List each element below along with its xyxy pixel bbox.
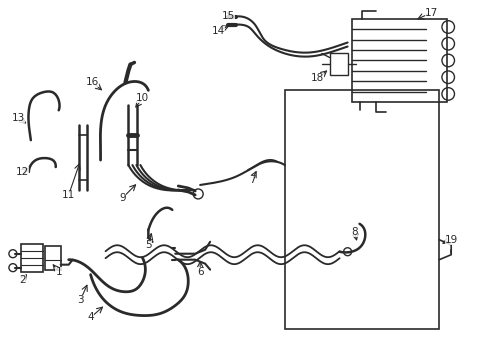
Bar bbox=[351, 19, 447, 102]
Text: 7: 7 bbox=[248, 175, 255, 185]
Text: 8: 8 bbox=[350, 227, 357, 237]
Text: 13: 13 bbox=[12, 113, 25, 123]
Text: 1: 1 bbox=[55, 267, 62, 276]
Text: 3: 3 bbox=[77, 294, 84, 305]
Text: 6: 6 bbox=[197, 267, 203, 276]
Text: 17: 17 bbox=[424, 8, 437, 18]
Text: 18: 18 bbox=[310, 73, 324, 84]
Bar bbox=[329, 54, 347, 75]
Text: 5: 5 bbox=[145, 240, 151, 250]
Text: 15: 15 bbox=[221, 11, 234, 21]
Text: 9: 9 bbox=[119, 193, 125, 203]
Text: 2: 2 bbox=[20, 275, 26, 285]
Bar bbox=[45, 246, 61, 270]
Text: 12: 12 bbox=[16, 167, 29, 177]
Text: 4: 4 bbox=[87, 312, 94, 323]
Text: 16: 16 bbox=[86, 77, 99, 87]
Bar bbox=[285, 90, 438, 329]
Text: 14: 14 bbox=[211, 26, 224, 36]
Text: 11: 11 bbox=[62, 190, 75, 200]
Text: 19: 19 bbox=[444, 235, 457, 245]
Text: 10: 10 bbox=[136, 93, 149, 103]
Bar bbox=[21, 244, 42, 272]
